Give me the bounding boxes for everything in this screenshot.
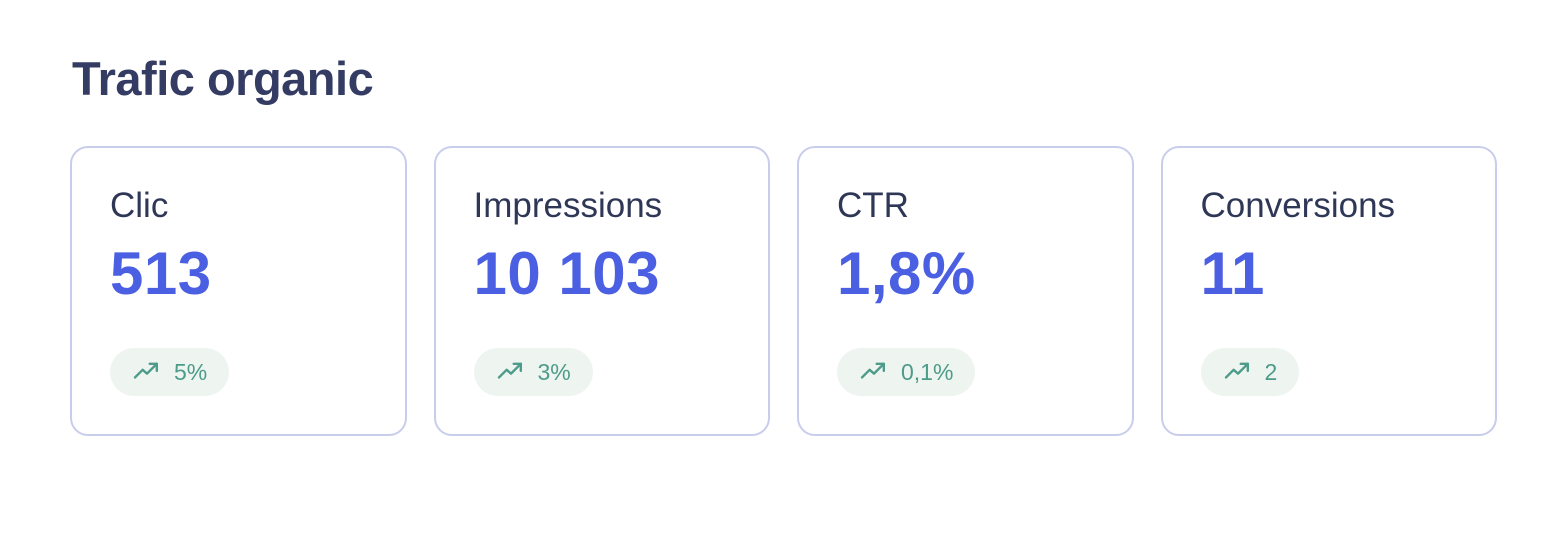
trending-up-icon: [496, 360, 526, 384]
metric-value: 1,8%: [837, 240, 976, 308]
trend-badge: 3%: [473, 348, 593, 397]
trend-value: 3%: [537, 358, 571, 385]
metric-card-impressions: Impressions 10 103 3%: [433, 146, 770, 437]
metric-label: CTR: [837, 186, 909, 226]
trend-value: 2: [1264, 358, 1278, 385]
metric-card-clicks: Clic 513 5%: [70, 146, 407, 437]
page-title: Trafic organic: [72, 52, 374, 105]
trend-badge: 2: [1200, 348, 1300, 397]
metric-card-conversions: Conversions 11 2: [1160, 146, 1497, 437]
trend-badge: 0,1%: [837, 348, 976, 397]
metric-label: Conversions: [1200, 186, 1396, 226]
trending-up-icon: [132, 360, 162, 384]
metric-label: Clic: [110, 186, 169, 226]
trend-value: 5%: [174, 358, 208, 385]
metric-value: 11: [1200, 240, 1265, 308]
metric-value: 513: [110, 240, 212, 308]
trend-value: 0,1%: [901, 358, 954, 385]
trend-badge: 5%: [110, 348, 230, 397]
trending-up-icon: [1223, 360, 1253, 384]
metric-value: 10 103: [473, 240, 661, 308]
trending-up-icon: [859, 360, 889, 384]
metric-cards-row: Clic 513 5% Impressions 10 103 3%: [70, 146, 1497, 437]
metric-card-ctr: CTR 1,8% 0,1%: [797, 146, 1134, 437]
metric-label: Impressions: [473, 186, 663, 226]
